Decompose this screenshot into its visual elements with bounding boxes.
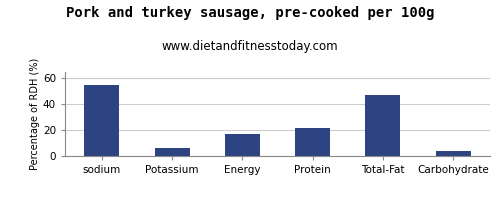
Text: Pork and turkey sausage, pre-cooked per 100g: Pork and turkey sausage, pre-cooked per … (66, 6, 434, 20)
Bar (366, 95, 400, 156)
Bar (154, 148, 190, 156)
Text: www.dietandfitnesstoday.com: www.dietandfitnesstoday.com (162, 40, 338, 53)
Bar (84, 85, 120, 156)
Bar (225, 134, 260, 156)
Bar (295, 128, 330, 156)
Y-axis label: Percentage of RDH (%): Percentage of RDH (%) (30, 58, 40, 170)
Bar (436, 151, 470, 156)
